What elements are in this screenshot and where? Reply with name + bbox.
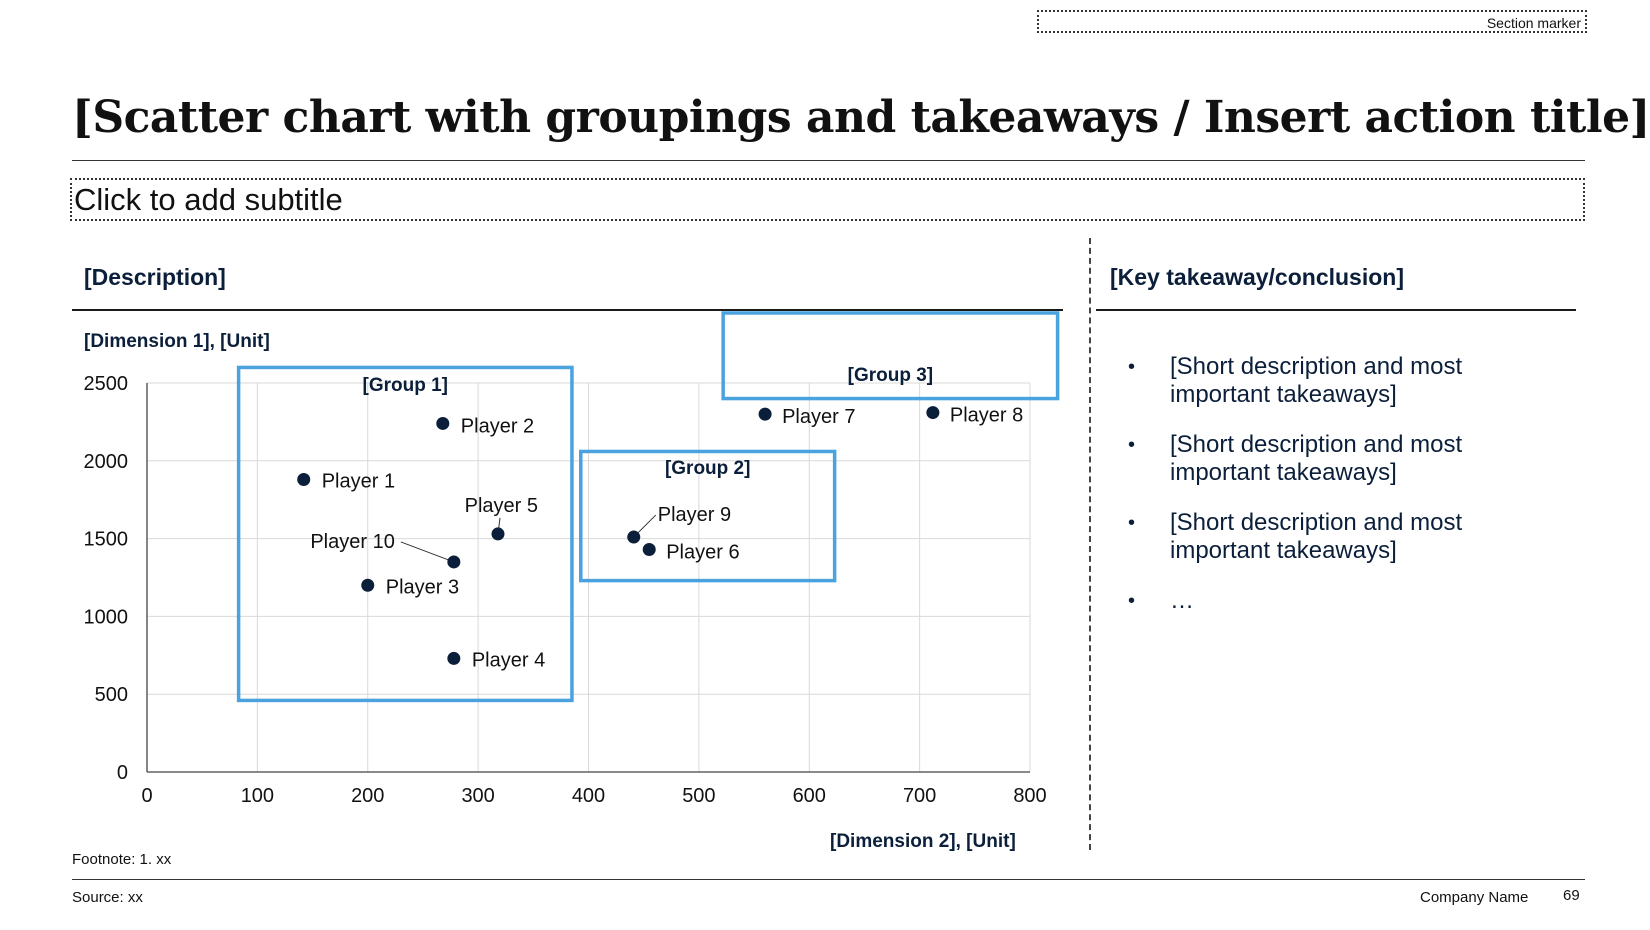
takeaway-rule — [1096, 309, 1576, 311]
company-name: Company Name — [1420, 889, 1529, 906]
data-point — [926, 406, 940, 420]
point-label: Player 1 — [322, 470, 395, 492]
takeaway-item[interactable]: • [Short description and most important t… — [1128, 509, 1558, 565]
x-tick-label: 400 — [572, 785, 605, 807]
y-tick-label: 2000 — [84, 451, 129, 473]
data-point — [447, 651, 461, 665]
point-label: Player 10 — [310, 531, 395, 553]
page-title[interactable]: [Scatter chart with groupings and takeaw… — [72, 92, 1650, 143]
takeaway-item[interactable]: • [Short description and most important t… — [1128, 353, 1558, 409]
bullet-icon: • — [1128, 590, 1136, 612]
x-tick-label: 500 — [682, 785, 715, 807]
point-label: Player 8 — [950, 405, 1023, 427]
x-tick-label: 800 — [1013, 785, 1046, 807]
y-tick-label: 0 — [117, 762, 128, 784]
group-box — [579, 449, 837, 583]
group-box — [236, 365, 574, 703]
x-tick-label: 0 — [141, 785, 152, 807]
x-tick-label: 600 — [793, 785, 826, 807]
column-divider — [1089, 238, 1091, 850]
footnote: Footnote: 1. xx — [72, 851, 172, 868]
x-tick-label: 200 — [351, 785, 384, 807]
point-label: Player 9 — [658, 504, 731, 526]
takeaway-item[interactable]: •… — [1128, 587, 1558, 615]
y-tick-label: 500 — [95, 684, 128, 706]
data-point — [436, 416, 450, 430]
data-point — [447, 555, 461, 569]
group-box — [721, 311, 1060, 401]
y-tick-label: 1000 — [84, 606, 129, 628]
group-label: [Group 3] — [848, 365, 934, 386]
point-label: Player 5 — [465, 495, 538, 517]
takeaway-text: … — [1170, 587, 1194, 614]
bullet-icon: • — [1128, 512, 1136, 534]
x-axis-title: [Dimension 2], [Unit] — [830, 831, 1016, 852]
description-heading: [Description] — [84, 264, 226, 290]
group-label: [Group 1] — [363, 375, 449, 396]
data-point — [361, 578, 375, 592]
point-label: Player 4 — [472, 649, 545, 671]
data-point — [491, 527, 505, 541]
page-number: 69 — [1563, 887, 1580, 904]
takeaway-list: • [Short description and most important t… — [1128, 353, 1558, 637]
data-point — [758, 407, 772, 421]
y-axis-title: [Dimension 1], [Unit] — [84, 331, 270, 352]
takeaway-text: [Short description and most important ta… — [1170, 353, 1463, 408]
data-point — [627, 530, 641, 544]
x-tick-label: 700 — [903, 785, 936, 807]
source-note: Source: xx — [72, 889, 143, 906]
x-tick-label: 100 — [241, 785, 274, 807]
data-point — [642, 542, 656, 556]
data-point — [297, 472, 311, 486]
point-label: Player 3 — [386, 576, 459, 598]
takeaway-item[interactable]: • [Short description and most important t… — [1128, 431, 1558, 487]
group-label: [Group 2] — [665, 458, 751, 479]
bullet-icon: • — [1128, 434, 1136, 456]
point-label: Player 6 — [666, 541, 739, 563]
description-rule — [72, 309, 1063, 311]
takeaway-text: [Short description and most important ta… — [1170, 431, 1463, 486]
title-divider — [72, 160, 1585, 161]
point-label: Player 2 — [461, 415, 534, 437]
takeaway-heading: [Key takeaway/conclusion] — [1110, 264, 1404, 290]
subtitle-placeholder[interactable]: Click to add subtitle — [70, 178, 1585, 221]
bullet-icon: • — [1128, 356, 1136, 378]
point-label: Player 7 — [782, 406, 855, 428]
y-tick-label: 1500 — [84, 529, 129, 551]
x-tick-label: 300 — [461, 785, 494, 807]
y-tick-label: 2500 — [84, 373, 129, 395]
takeaway-text: [Short description and most important ta… — [1170, 509, 1463, 564]
section-marker: Section marker — [1037, 10, 1587, 33]
label-leader-line — [400, 541, 455, 563]
footer-divider — [72, 879, 1585, 880]
